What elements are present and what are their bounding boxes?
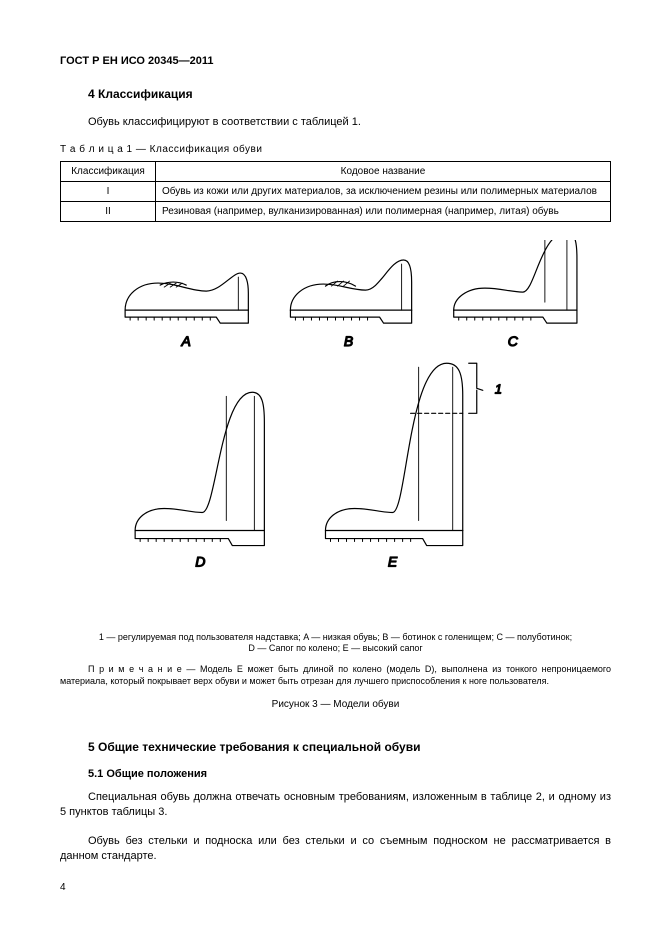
shoe-c-icon [454,240,577,323]
figure-note: П р и м е ч а н и е — Модель E может быт… [60,663,611,687]
label-b: B [344,333,353,349]
table-header-row: Классификация Кодовое название [61,161,611,181]
dimension-1 [469,363,483,413]
figure-3: A B [60,240,611,626]
cell-desc-1: Обувь из кожи или других материалов, за … [156,181,611,201]
page-root: ГОСТ Р ЕН ИСО 20345—2011 4 Классификация… [0,0,661,933]
section-5-p2: Обувь без стельки и подноска или без сте… [60,834,611,864]
cell-class-1: I [61,181,156,201]
figure-legend: 1 — регулируемая под пользователя надста… [60,632,611,655]
section-5-title: 5 Общие технические требования к специал… [88,740,611,754]
shoe-a-icon [125,273,248,323]
shoe-d-icon [135,392,264,545]
footwear-diagram: A B [60,240,611,621]
section-4-title: 4 Классификация [88,87,611,101]
cell-class-2: II [61,201,156,221]
section-4-intro: Обувь классифицируют в соответствии с та… [60,115,611,130]
classification-table: Классификация Кодовое название I Обувь и… [60,161,611,222]
label-c: C [508,333,519,349]
page-number: 4 [60,882,611,893]
shoe-b-icon [290,260,411,323]
table-row: II Резиновая (например, вулканизированна… [61,201,611,221]
label-d: D [195,553,205,569]
section-5-1-title: 5.1 Общие положения [88,768,611,780]
label-1: 1 [495,381,502,396]
label-e: E [388,553,398,569]
section-5-p1: Специальная обувь должна отвечать основн… [60,790,611,820]
table-1-caption: Т а б л и ц а 1 — Классификация обуви [60,144,611,155]
col-header-classification: Классификация [61,161,156,181]
standard-id: ГОСТ Р ЕН ИСО 20345—2011 [60,55,611,67]
col-header-code: Кодовое название [156,161,611,181]
cell-desc-2: Резиновая (например, вулканизированная) … [156,201,611,221]
label-a: A [181,333,191,349]
table-row: I Обувь из кожи или других материалов, з… [61,181,611,201]
shoe-e-icon [325,363,462,545]
figure-caption: Рисунок 3 — Модели обуви [60,699,611,710]
